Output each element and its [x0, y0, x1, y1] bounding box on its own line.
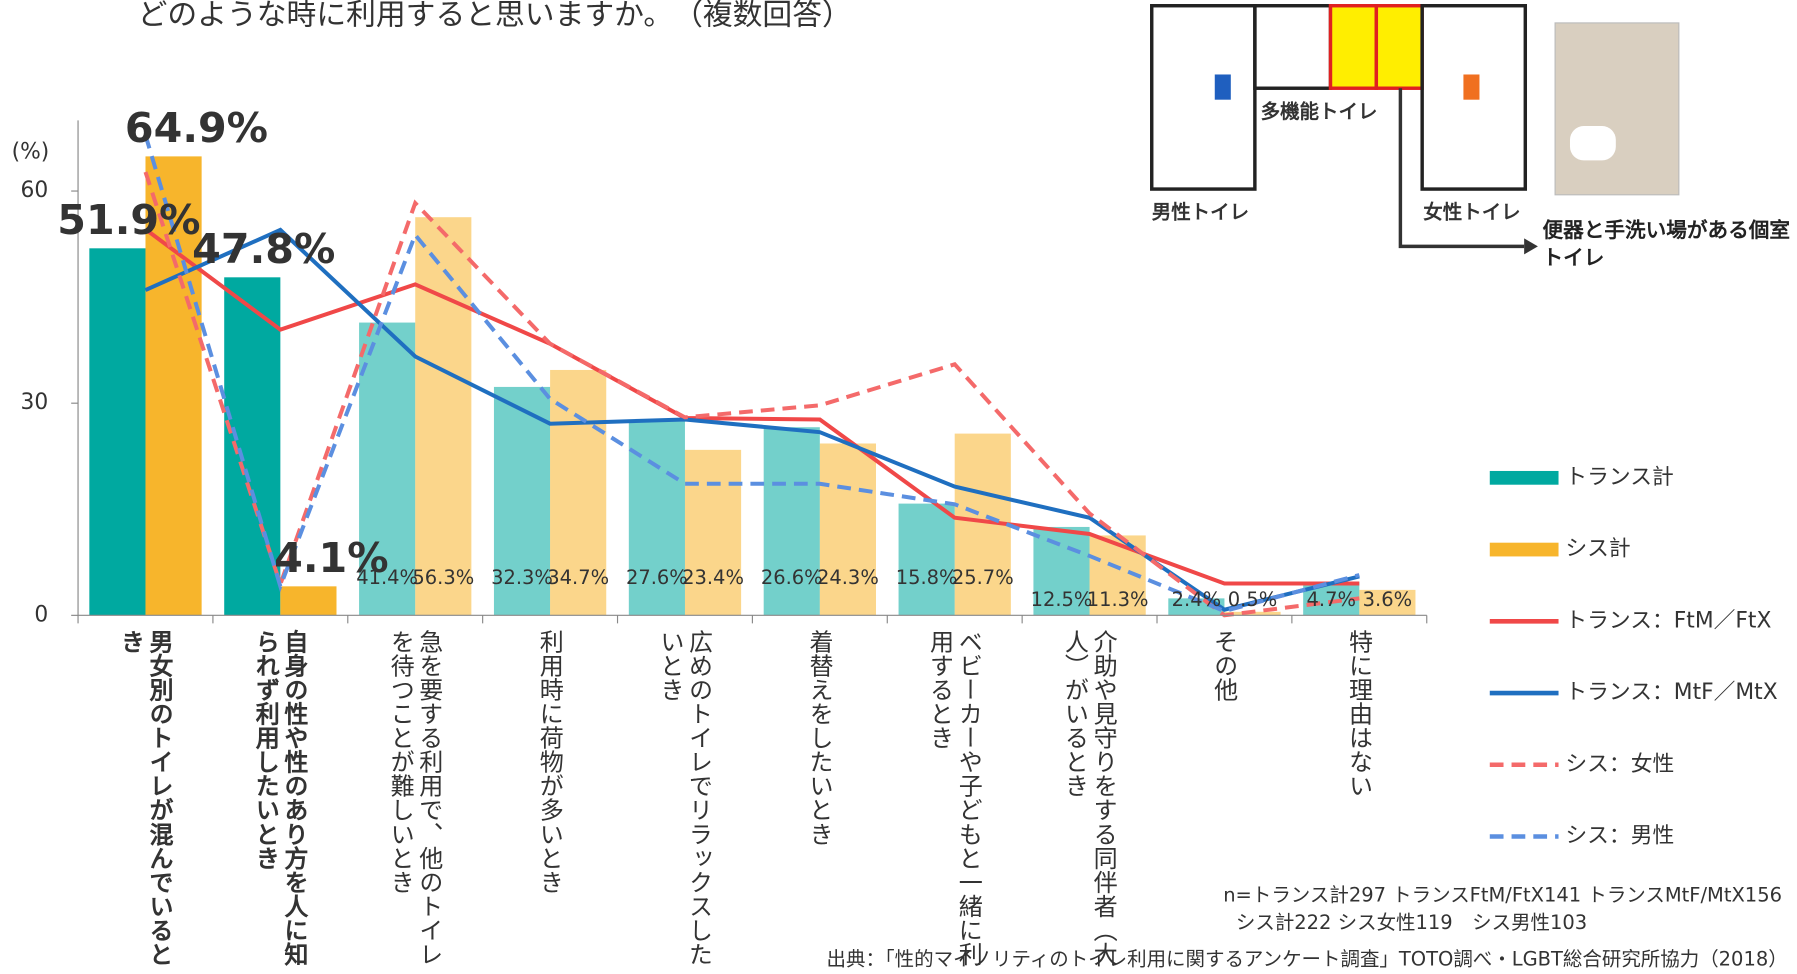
x-tick-label: 特に理由はない — [1346, 629, 1374, 798]
x-tick-label-box: 男女別のトイレが混んでいるとき — [117, 629, 175, 966]
series-line — [143, 171, 1360, 618]
diagram-label: 女性トイレ — [1423, 201, 1520, 224]
x-tick-label: 利用時に荷物が多いとき — [536, 629, 565, 894]
x-tick-label-box: その他 — [1211, 629, 1239, 702]
x-tick-label: 自身の性や性のあり方を人に知られず利用したいとき — [252, 629, 309, 966]
x-tick-label: その他 — [1211, 629, 1239, 702]
value-label: 25.7% — [952, 566, 1014, 589]
x-tick-label: 広めのトイレでリラックスしたいとき — [657, 629, 714, 966]
x-tick-label-box: 自身の性や性のあり方を人に知られず利用したいとき — [252, 629, 309, 966]
bar — [550, 369, 607, 616]
floor-plan — [1150, 4, 1538, 255]
x-tick-label: 着替えをしたいとき — [806, 629, 835, 846]
bar — [819, 443, 876, 616]
legend-swatch — [1489, 470, 1559, 485]
source: 出典：「性的マイノリティのトイレ利用に関するアンケート調査」TOTO調べ・LGB… — [827, 948, 1788, 971]
bar — [1033, 526, 1090, 616]
legend-label: トランス：MtF／MtX — [1565, 680, 1777, 705]
y-tick-label: 60 — [21, 178, 49, 203]
legend-label: シス：女性 — [1565, 752, 1674, 777]
x-tick-label-box: ベビーカーや子どもと一緒に利用するとき — [927, 629, 984, 966]
legend-swatch — [1489, 542, 1559, 557]
x-tick-label-box: 急を要する利用で、他のトイレを待つことが難しいとき — [387, 629, 444, 966]
chart-title: どのような時に利用すると思いますか。 （複数回答） — [138, 0, 852, 33]
series-line — [143, 134, 1360, 614]
value-label: 32.3% — [491, 566, 553, 589]
legend-label: トランス：FtM／FtX — [1565, 608, 1771, 633]
value-label: 41.4% — [356, 566, 418, 589]
value-label: 15.8% — [896, 566, 958, 589]
x-tick-label-box: 着替えをしたいとき — [806, 629, 835, 846]
y-tick-label: 30 — [21, 390, 49, 415]
x-tick-label: 介助や見守りをする同伴者（大人）がいるとき — [1062, 629, 1119, 966]
value-label: 26.6% — [761, 566, 823, 589]
y-axis-label: (%) — [12, 139, 50, 164]
diagram-label: 多機能トイレ — [1261, 100, 1378, 123]
bar — [493, 386, 551, 616]
diagram-label-box: 便器と手洗い場がある個室トイレ — [1542, 218, 1790, 271]
value-label: 27.6% — [626, 566, 688, 589]
x-tick-label: 急を要する利用で、他のトイレを待つことが難しいとき — [387, 629, 444, 966]
value-label: 0.5% — [1228, 588, 1277, 611]
bar — [763, 427, 820, 616]
note: n=トランス計297 トランスFtM/FtX141 トランスMtF/MtX156 — [1223, 884, 1782, 907]
value-label: 2.4% — [1172, 588, 1221, 611]
toilet-photo — [1554, 22, 1680, 196]
x-tick-label-box: 特に理由はない — [1346, 629, 1374, 798]
x-tick-label: 男女別のトイレが混んでいるとき — [117, 629, 175, 966]
series-line — [144, 227, 1360, 586]
bar — [415, 217, 472, 616]
value-label: 3.6% — [1363, 588, 1412, 611]
value-label: 11.3% — [1087, 588, 1149, 611]
diagram-label: 男性トイレ — [1152, 201, 1249, 224]
bar — [1359, 589, 1416, 616]
value-label: 4.1% — [274, 534, 388, 582]
bar — [280, 586, 337, 616]
value-label: 4.7% — [1307, 588, 1356, 611]
bar — [684, 449, 742, 616]
toilet-photo-detail — [1569, 126, 1616, 161]
note: シス計222 シス女性119 シス男性103 — [1236, 911, 1587, 934]
y-tick-label: 0 — [34, 602, 48, 627]
bar — [89, 248, 146, 616]
diagram-label: 便器と手洗い場がある個室トイレ — [1542, 218, 1790, 271]
value-label: 56.3% — [412, 566, 474, 589]
x-tick-label-box: 介助や見守りをする同伴者（大人）がいるとき — [1062, 629, 1119, 966]
legend-label: シス：男性 — [1565, 823, 1674, 848]
value-label: 12.5% — [1031, 588, 1093, 611]
lines — [143, 134, 1360, 618]
labels: 51.9%47.8% 41.4% 32.3% 27.6% 26.6% 15.8% 12.5%… — [57, 104, 1412, 611]
value-label: 64.9% — [125, 104, 268, 152]
legend-label: シス計 — [1565, 537, 1630, 562]
legend-label: トランス計 — [1565, 465, 1673, 490]
x-tick-label: ベビーカーや子どもと一緒に利用するとき — [927, 629, 984, 966]
x-tick-label-box: 広めのトイレでリラックスしたいとき — [657, 629, 714, 966]
x-tick-label-box: 利用時に荷物が多いとき — [536, 629, 565, 894]
bar — [359, 322, 416, 616]
value-label: 24.3% — [817, 566, 879, 589]
value-label: 34.7% — [547, 566, 609, 589]
value-label: 51.9% — [57, 196, 200, 244]
value-label: 47.8% — [192, 225, 335, 273]
bar — [898, 503, 955, 616]
value-label: 23.4% — [682, 566, 744, 589]
bar — [145, 156, 202, 616]
